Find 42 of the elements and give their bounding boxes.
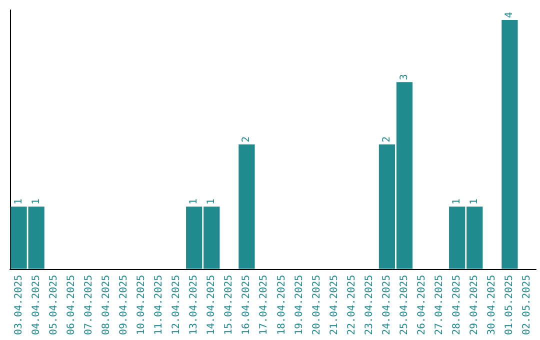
- data-label: 2: [381, 136, 392, 142]
- x-tick-label: 27.04.2025: [434, 274, 446, 336]
- x-tick-label: 08.04.2025: [100, 274, 112, 336]
- x-tick-label: 04.04.2025: [30, 274, 42, 336]
- data-label: 1: [188, 198, 200, 205]
- bar: [502, 20, 518, 269]
- x-tick-label: 29.04.2025: [469, 274, 480, 336]
- x-tick-label: 17.04.2025: [258, 274, 270, 336]
- x-tick-label: 01.05.2025: [504, 274, 516, 336]
- x-tick-label: 03.04.2025: [13, 274, 24, 336]
- x-tick-label: 18.04.2025: [276, 274, 288, 336]
- x-tick-label: 09.04.2025: [118, 274, 130, 336]
- data-label: 1: [469, 198, 480, 205]
- x-tick-label: 05.04.2025: [48, 274, 60, 336]
- data-label: 4: [504, 12, 516, 18]
- x-tick-label: 07.04.2025: [83, 274, 94, 336]
- data-label: 1: [206, 198, 218, 205]
- x-tick-label: 24.04.2025: [381, 274, 392, 336]
- x-tick-label: 23.04.2025: [364, 274, 375, 336]
- x-tick-label: 25.04.2025: [399, 274, 410, 336]
- x-tick-label: 19.04.2025: [294, 274, 305, 336]
- data-label: 2: [241, 136, 252, 142]
- x-tick-label: 12.04.2025: [171, 274, 182, 336]
- bar: [238, 144, 255, 269]
- x-tick-label: 11.04.2025: [154, 274, 165, 336]
- x-tick-label: 14.04.2025: [206, 274, 218, 336]
- x-tick-label: 22.04.2025: [346, 274, 358, 336]
- x-tick-label: 06.04.2025: [66, 274, 77, 336]
- data-label: 1: [13, 198, 24, 205]
- x-tick-label: 20.04.2025: [311, 274, 322, 336]
- x-tick-label: 02.05.2025: [522, 274, 533, 336]
- data-label: 3: [399, 74, 410, 80]
- data-label: 1: [30, 198, 42, 205]
- x-tick-label: 16.04.2025: [241, 274, 252, 336]
- x-tick-label: 13.04.2025: [188, 274, 200, 336]
- x-tick-label: 30.04.2025: [486, 274, 498, 336]
- x-tick-label: 21.04.2025: [328, 274, 340, 336]
- x-tick-label: 15.04.2025: [224, 274, 235, 336]
- data-label: 1: [452, 198, 463, 205]
- x-tick-label: 26.04.2025: [416, 274, 428, 336]
- x-tick-label: 10.04.2025: [136, 274, 147, 336]
- x-tick-label: 28.04.2025: [452, 274, 463, 336]
